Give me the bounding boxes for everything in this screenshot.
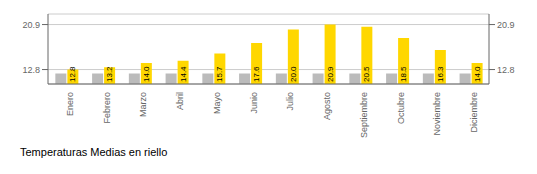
svg-text:12.8: 12.8 [497, 65, 515, 75]
svg-text:13.2: 13.2 [105, 66, 114, 82]
svg-text:14.4: 14.4 [179, 66, 188, 82]
svg-text:20.9: 20.9 [326, 66, 335, 82]
svg-text:14.0: 14.0 [142, 66, 151, 82]
svg-text:16.3: 16.3 [436, 66, 445, 82]
svg-text:Enero: Enero [65, 92, 75, 116]
svg-text:Mayo: Mayo [212, 92, 222, 114]
svg-text:Noviembre: Noviembre [432, 92, 442, 136]
svg-text:Febrero: Febrero [102, 92, 112, 124]
svg-text:Diciembre: Diciembre [469, 92, 479, 133]
svg-text:Junio: Junio [249, 92, 259, 114]
svg-text:17.6: 17.6 [252, 66, 261, 82]
svg-text:14.0: 14.0 [473, 66, 482, 82]
svg-text:20.5: 20.5 [362, 66, 371, 82]
svg-text:18.5: 18.5 [399, 66, 408, 82]
svg-text:Abril: Abril [175, 92, 185, 110]
svg-text:Julio: Julio [285, 92, 295, 111]
svg-text:12.8: 12.8 [68, 66, 77, 82]
svg-text:Octubre: Octubre [396, 92, 406, 124]
svg-text:20.9: 20.9 [497, 20, 515, 30]
svg-text:15.7: 15.7 [215, 66, 224, 82]
html-text:Temperaturas Medias en riello: Temperaturas Medias en riello [20, 146, 168, 158]
svg-text:20.9: 20.9 [22, 20, 40, 30]
svg-text:Agosto: Agosto [322, 92, 332, 120]
svg-text:Septiembre: Septiembre [359, 92, 369, 138]
svg-text:20.0: 20.0 [289, 66, 298, 82]
svg-text:12.8: 12.8 [22, 65, 40, 75]
svg-text:Marzo: Marzo [138, 92, 148, 117]
